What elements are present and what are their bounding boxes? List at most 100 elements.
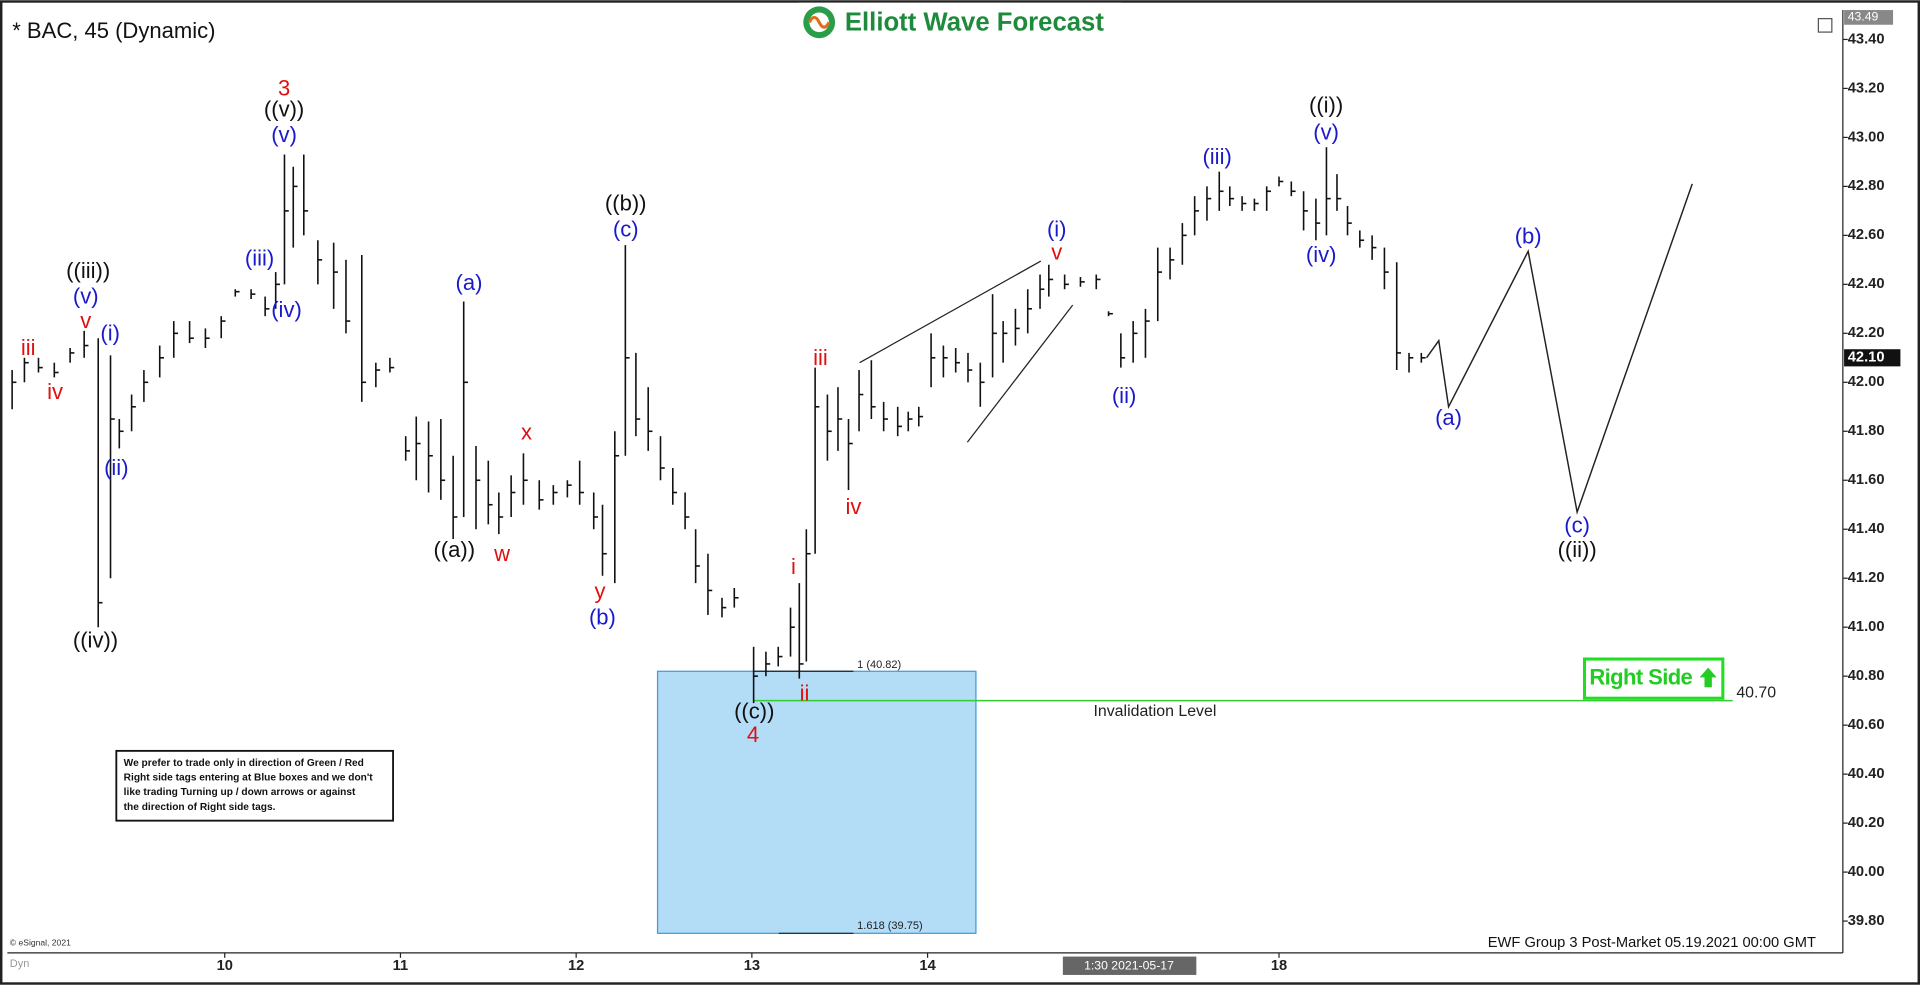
fib-box: [656, 670, 977, 934]
logo-box: [795, 2, 1125, 42]
wave-label: (i): [1047, 216, 1067, 241]
up-arrow: [1699, 667, 1717, 688]
y-tick-label: 43.20: [1848, 80, 1885, 96]
wave-label: (ii): [1112, 383, 1136, 408]
wave-label: (iv): [1306, 242, 1337, 267]
high-marker-box: [1844, 10, 1894, 25]
invalidation-value: 40.70: [1736, 685, 1776, 702]
wave-label: iii: [21, 335, 36, 360]
y-tick-label: 40.60: [1848, 717, 1885, 733]
wave-label: (a): [456, 270, 483, 295]
wave-label: ((c)): [734, 699, 774, 724]
y-tick-label: 41.60: [1848, 472, 1885, 488]
x-tick-label: 13: [744, 958, 760, 974]
y-tick-label: 42.60: [1848, 227, 1885, 243]
wave-label: iii: [813, 345, 828, 370]
x-tick-label: 12: [568, 958, 584, 974]
wave-label: (v): [271, 122, 297, 147]
right-side-box: [1582, 657, 1725, 700]
fib-label: 1 (40.82): [857, 659, 901, 671]
wave-label: (iii): [1202, 144, 1231, 169]
x-tick-label: 10: [217, 958, 233, 974]
disclaimer-line: We prefer to trade only in direction of …: [124, 758, 364, 769]
high-marker-label: 43.49: [1848, 10, 1879, 24]
wave-label: ((iii)): [66, 258, 110, 283]
footer: EWF Group 3 Post-Market 05.19.2021 00:00…: [1488, 935, 1816, 951]
wave-label: ((i)): [1309, 93, 1343, 118]
wave-label: (i): [100, 320, 120, 345]
x-tick-label: 11: [393, 958, 409, 974]
wave-label: (a): [1435, 405, 1462, 430]
last-price-label: 42.10: [1848, 350, 1885, 366]
logo-text: Elliott Wave Forecast: [845, 8, 1104, 36]
disclaimer-line: the direction of Right side tags.: [124, 802, 276, 813]
annotations: 3((v))(v)((iii))(v)v (i)iiiiv(ii)((iv))(i…: [21, 75, 1597, 747]
disclaimer-line: Right side tags entering at Blue boxes a…: [124, 772, 374, 783]
y-tick-label: 40.20: [1848, 815, 1885, 831]
wave-label: ((ii)): [1558, 537, 1597, 562]
y-tick-label: 40.80: [1848, 668, 1885, 684]
disclaimer-line: like trading Turning up / down arrows or…: [124, 787, 356, 798]
last-price-box: [1844, 349, 1901, 367]
wave-label: y: [594, 579, 605, 604]
wave-label: (ii): [104, 455, 128, 480]
y-tick-label: 43.00: [1848, 129, 1885, 145]
wave-label: w: [493, 541, 510, 566]
wave-label: i: [791, 554, 796, 579]
y-tick-label: 41.40: [1848, 521, 1885, 537]
y-tick-label: 42.20: [1848, 325, 1885, 341]
wave-label: (c): [613, 216, 639, 241]
y-tick-label: 42.00: [1848, 374, 1885, 390]
y-tick-label: 41.80: [1848, 423, 1885, 439]
wave-label: ((v)): [264, 96, 304, 121]
y-tick-label: 39.80: [1848, 913, 1885, 929]
wave-label: iv: [47, 379, 63, 404]
y-tick-label: 41.00: [1848, 619, 1885, 635]
x-tick-label: 14: [919, 958, 936, 974]
wave-label: v: [1051, 240, 1062, 265]
wave-label: x: [521, 420, 532, 445]
wave-label: (iv): [271, 297, 302, 322]
wave-label: (v): [73, 284, 99, 309]
wave-label: ((iv)): [73, 628, 118, 653]
wedge-line: [859, 260, 1042, 364]
wave-label: 3: [278, 75, 290, 100]
wave-label: iv: [846, 494, 862, 519]
x-tick-label: 18: [1271, 958, 1287, 974]
fib-box-group: 1 (40.82) 1.618 (39.75) 40.70 Invalidation …: [656, 659, 1776, 934]
wave-label: (b): [589, 604, 616, 629]
axes: 39.80 40.00 40.20 40.40 40.60 40.80 41.00 41.20…: [217, 10, 1901, 974]
wave-label: v: [80, 308, 91, 333]
fib-label: 1.618 (39.75): [857, 920, 923, 932]
y-tick-label: 43.40: [1848, 31, 1885, 47]
right-side-tag: Right Side: [1589, 664, 1692, 689]
wave-label: 4: [747, 722, 759, 747]
disclaimer-box: [115, 749, 394, 822]
y-tick-label: 42.40: [1848, 276, 1885, 292]
source: © eSignal, 2021: [10, 937, 71, 947]
logo-icon: [808, 15, 831, 29]
mode-label: Dyn: [10, 958, 30, 970]
chart-title: * BAC, 45 (Dynamic): [12, 18, 215, 43]
wave-label: ((a)): [433, 537, 475, 562]
wave-label: (b): [1515, 224, 1542, 249]
forecast-path: [1425, 183, 1693, 515]
wave-label: (v): [1313, 120, 1339, 145]
cursor-label: 1:30 2021-05-17: [1084, 959, 1174, 973]
bars: [11, 147, 1426, 704]
wave-label: (iii): [245, 246, 274, 271]
wedge-line: [966, 304, 1074, 443]
cursor-box: [1062, 956, 1197, 975]
y-tick-label: 40.00: [1848, 864, 1885, 880]
y-tick-label: 42.80: [1848, 178, 1885, 194]
y-tick-label: 40.40: [1848, 766, 1885, 782]
wave-label: ii: [800, 680, 810, 705]
window-icon: [1817, 18, 1833, 33]
wave-label: ((b)): [605, 191, 647, 216]
wave-label: (c): [1564, 513, 1590, 538]
invalidation-text: Invalidation Level: [1093, 703, 1216, 720]
y-tick-label: 41.20: [1848, 570, 1885, 586]
